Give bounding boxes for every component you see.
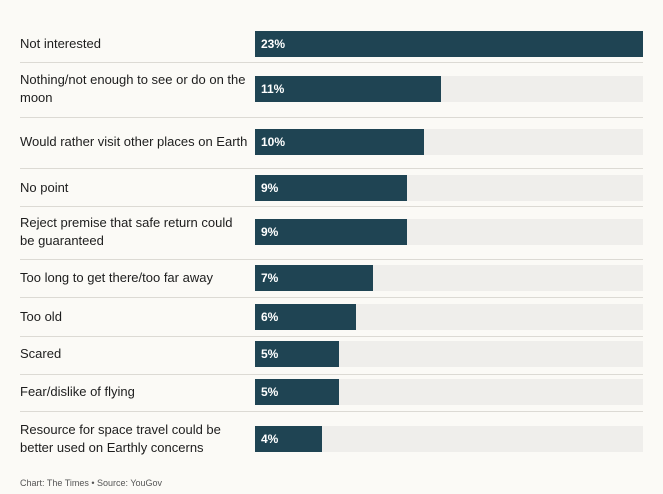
bar	[255, 129, 424, 155]
bar-track: 9%	[255, 175, 643, 201]
bar	[255, 304, 357, 330]
bar	[255, 341, 340, 367]
data-label: 10%	[261, 135, 286, 149]
bar-track: 11%	[255, 76, 643, 102]
bar	[255, 219, 407, 245]
category-label: Scared	[20, 346, 62, 361]
bar	[255, 31, 643, 57]
bar	[255, 265, 374, 291]
row-separator	[20, 336, 643, 337]
category-label: Nothing/not enough to see or do on the m…	[20, 72, 246, 105]
bar-track: 6%	[255, 304, 643, 330]
bar-track: 5%	[255, 379, 643, 405]
row-separator	[20, 259, 643, 260]
row-separator	[20, 374, 643, 375]
category-label: Too old	[20, 309, 62, 324]
bar-track: 4%	[255, 426, 643, 452]
data-label: 6%	[261, 310, 279, 324]
data-label: 23%	[261, 37, 286, 51]
data-label: 5%	[261, 385, 279, 399]
row-separator	[20, 117, 643, 118]
data-label: 9%	[261, 225, 279, 239]
data-label: 7%	[261, 271, 279, 285]
data-label: 5%	[261, 347, 279, 361]
bar	[255, 175, 407, 201]
category-label: Would rather visit other places on Earth	[20, 134, 248, 149]
bar	[255, 426, 323, 452]
chart-footer: Chart: The Times • Source: YouGov	[20, 478, 163, 488]
category-label: Reject premise that safe return could be…	[20, 215, 233, 248]
row-separator	[20, 168, 643, 169]
row-separator	[20, 62, 643, 63]
data-label: 9%	[261, 181, 279, 195]
category-label: Fear/dislike of flying	[20, 384, 135, 399]
bar	[255, 76, 441, 102]
bar-track: 10%	[255, 129, 643, 155]
category-label: No point	[20, 180, 69, 195]
category-label: Resource for space travel could be bette…	[20, 422, 221, 455]
data-label: 4%	[261, 432, 279, 446]
bar-track: 5%	[255, 341, 643, 367]
row-separator	[20, 411, 643, 412]
data-label: 11%	[261, 82, 285, 96]
row-separator	[20, 297, 643, 298]
category-label: Not interested	[20, 36, 101, 51]
bar-track: 7%	[255, 265, 643, 291]
category-label: Too long to get there/too far away	[20, 270, 213, 285]
bar-track: 23%	[255, 31, 643, 57]
bar-track: 9%	[255, 219, 643, 245]
bar	[255, 379, 340, 405]
row-separator	[20, 206, 643, 207]
